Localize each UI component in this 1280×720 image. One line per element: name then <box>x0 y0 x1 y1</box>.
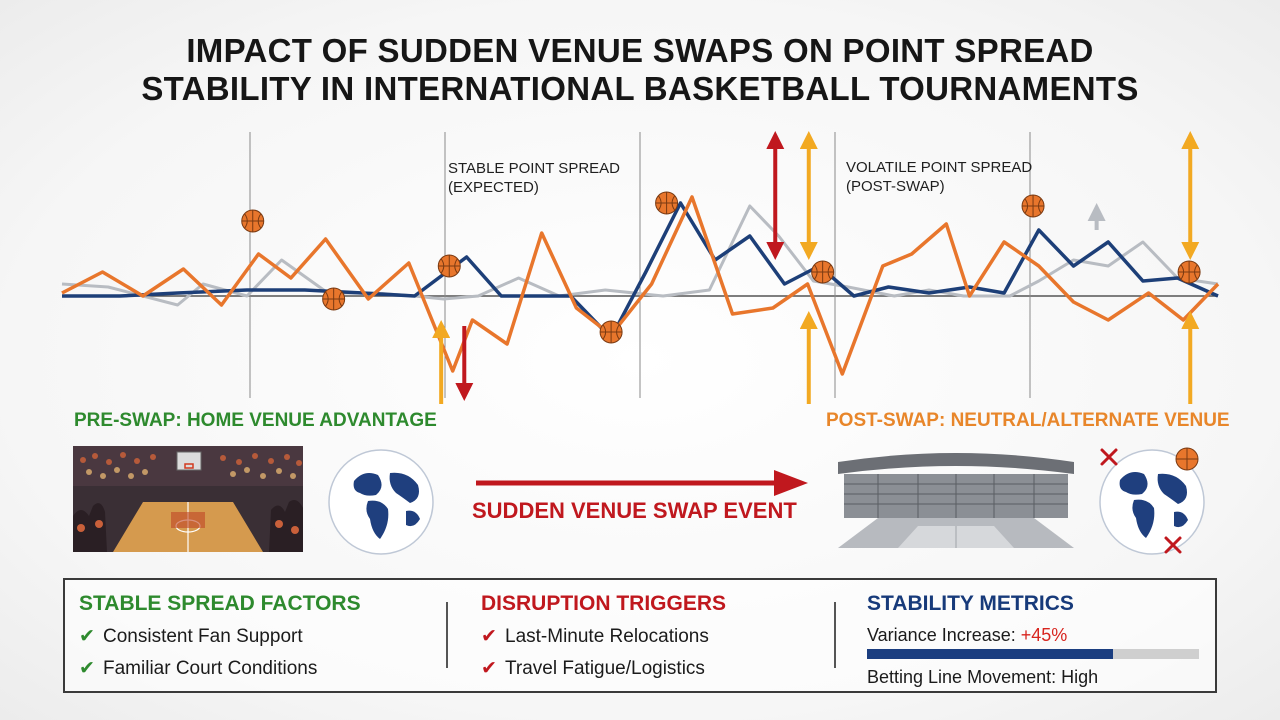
basketball-marker-5 <box>655 191 679 215</box>
pre-swap-label: PRE-SWAP: HOME VENUE ADVANTAGE <box>74 410 437 431</box>
stable-factor-2: Familiar Court Conditions <box>103 657 318 679</box>
basketball-marker-1 <box>241 209 265 233</box>
basketball-marker-6 <box>811 260 835 284</box>
neutral-stadium-image <box>838 453 1074 548</box>
list-item: ✔ Familiar Court Conditions <box>79 657 361 680</box>
swap-event-label: SUDDEN VENUE SWAP EVENT <box>472 498 797 523</box>
variance-metric: Variance Increase: +45% <box>867 625 1199 646</box>
chart-title: IMPACT OF SUDDEN VENUE SWAPS ON POINT SP… <box>0 32 1280 107</box>
check-icon: ✔ <box>481 626 497 647</box>
variance-label: Variance Increase: <box>867 625 1021 645</box>
variance-progress-bar <box>867 649 1199 659</box>
globe-right-image <box>1099 447 1205 555</box>
stability-metrics-heading: STABILITY METRICS <box>867 592 1074 615</box>
annotation-volatile-line2: (POST-SWAP) <box>846 178 945 195</box>
variance-progress-fill <box>867 649 1113 659</box>
home-arena-image <box>73 446 303 552</box>
divider <box>834 602 836 668</box>
check-icon: ✔ <box>481 658 497 679</box>
divider <box>446 602 448 668</box>
annotation-stable-line2: (EXPECTED) <box>448 179 539 196</box>
check-icon: ✔ <box>79 626 95 647</box>
globe-left-image <box>328 449 434 555</box>
movement-metric: Betting Line Movement: High <box>867 667 1099 687</box>
disruption-triggers-column: DISRUPTION TRIGGERS ✔ Last-Minute Reloca… <box>481 592 726 689</box>
series-line-orange <box>61 195 1220 376</box>
factors-panel: STABLE SPREAD FACTORS ✔ Consistent Fan S… <box>63 578 1217 693</box>
basketball-marker-7 <box>1021 194 1045 218</box>
annotation-volatile: VOLATILE POINT SPREAD (POST-SWAP) <box>846 159 1032 195</box>
stability-metrics-column: STABILITY METRICS Variance Increase: +45… <box>867 592 1199 688</box>
arrow-layer <box>432 131 1200 404</box>
title-line-1: IMPACT OF SUDDEN VENUE SWAPS ON POINT SP… <box>186 32 1094 69</box>
annotation-stable-line1: STABLE POINT SPREAD <box>448 160 620 177</box>
annotation-volatile-line1: VOLATILE POINT SPREAD <box>846 159 1032 176</box>
stable-factors-column: STABLE SPREAD FACTORS ✔ Consistent Fan S… <box>79 592 361 689</box>
annotation-stable: STABLE POINT SPREAD (EXPECTED) <box>448 160 620 196</box>
stable-factors-heading: STABLE SPREAD FACTORS <box>79 592 361 615</box>
basketball-marker-4 <box>599 320 623 344</box>
list-item: ✔ Consistent Fan Support <box>79 625 361 648</box>
title-line-2: STABILITY IN INTERNATIONAL BASKETBALL TO… <box>141 69 1139 107</box>
basketball-marker-2 <box>322 287 346 311</box>
post-swap-label: POST-SWAP: NEUTRAL/ALTERNATE VENUE <box>826 410 1230 431</box>
basketball-marker-8 <box>1177 260 1201 284</box>
list-item: ✔ Travel Fatigue/Logistics <box>481 657 726 680</box>
check-icon: ✔ <box>79 658 95 679</box>
disruption-trigger-1: Last-Minute Relocations <box>505 625 709 647</box>
basketball-marker-3 <box>437 254 461 278</box>
series-layer <box>61 195 1220 376</box>
chart-grid <box>62 132 1218 398</box>
disruption-triggers-heading: DISRUPTION TRIGGERS <box>481 592 727 615</box>
disruption-trigger-2: Travel Fatigue/Logistics <box>505 657 705 679</box>
swap-arrow-icon <box>476 470 808 496</box>
ball-layer <box>241 191 1201 344</box>
list-item: ✔ Last-Minute Relocations <box>481 625 726 648</box>
stable-factor-1: Consistent Fan Support <box>103 625 303 647</box>
variance-value: +45% <box>1020 625 1068 645</box>
